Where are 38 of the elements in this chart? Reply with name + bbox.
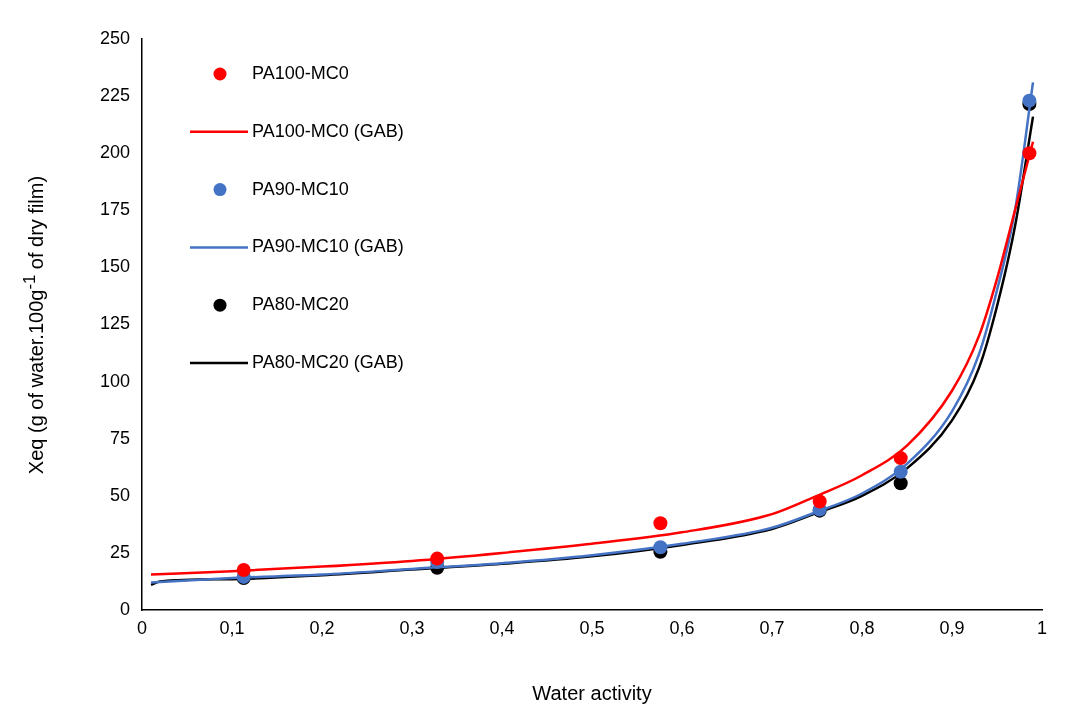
y-tick-label: 175 — [99, 199, 130, 220]
y-tick-label: 250 — [99, 27, 130, 48]
point — [1022, 146, 1037, 161]
x-tick-label: 0,6 — [669, 617, 695, 638]
point — [893, 451, 908, 466]
point — [653, 516, 668, 531]
legend-label: PA90-MC10 — [252, 178, 349, 199]
legend-label: PA100-MC0 (GAB) — [252, 120, 404, 141]
x-tick-label: 0,7 — [759, 617, 785, 638]
x-tick-label: 0,8 — [849, 617, 875, 638]
x-tick-label: 1 — [1036, 617, 1048, 638]
x-tick-label: 0,9 — [939, 617, 965, 638]
x-tick-label: 0,4 — [489, 617, 515, 638]
y-tick-label: 150 — [99, 256, 130, 277]
y-tick-label: 100 — [99, 370, 130, 391]
legend-label: PA100-MC0 — [252, 62, 349, 83]
x-tick-label: 0,1 — [219, 617, 245, 638]
legend-label: PA90-MC10 (GAB) — [252, 236, 404, 257]
y-tick-label: 225 — [99, 85, 130, 106]
point — [812, 494, 827, 509]
x-tick-label: 0 — [136, 617, 148, 638]
legend-label: PA80-MC20 — [252, 294, 349, 315]
x-tick-label: 0,2 — [309, 617, 335, 638]
y-tick-label: 25 — [109, 541, 130, 562]
x-tick-label: 0,3 — [399, 617, 425, 638]
x-tick-label: 0,5 — [579, 617, 605, 638]
point — [236, 563, 251, 578]
y-tick-label: 0 — [119, 598, 130, 619]
point — [893, 464, 908, 479]
y-tick-label: 75 — [109, 427, 130, 448]
legend-label: PA80-MC20 (GAB) — [252, 351, 404, 372]
point — [430, 551, 445, 566]
x-axis-title: Water activity — [532, 681, 652, 704]
y-tick-label: 200 — [99, 142, 130, 163]
y-tick-label: 125 — [99, 313, 130, 334]
point — [1022, 93, 1037, 108]
point — [653, 540, 668, 555]
y-tick-label: 50 — [109, 484, 130, 505]
